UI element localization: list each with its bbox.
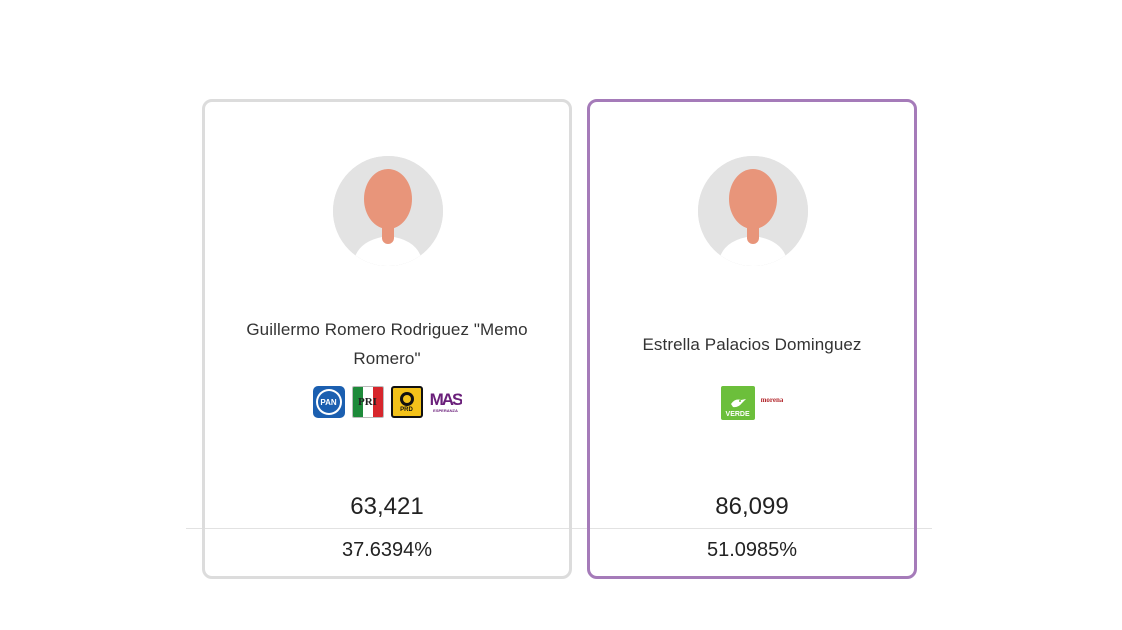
prd-logo-icon: PRD [390,386,423,418]
morena-logo-icon: morena [760,396,784,404]
vote-percentage: 37.6394% [341,539,433,561]
mas-logo-icon: MAS ESPERANZA [429,386,462,418]
pan-logo-icon: PAN [312,386,345,418]
row-divider [186,528,932,529]
vote-count: 63,421 [350,493,424,520]
party-logos: VERDE morena [590,386,914,420]
person-silhouette-icon [698,156,808,266]
verde-logo-icon: VERDE [720,386,755,420]
candidate-card-1[interactable]: Guillermo Romero Rodriguez "Memo Romero"… [202,99,572,579]
vote-count: 86,099 [715,493,789,520]
party-logos: PAN PRI PRD MAS ESPERANZA [205,386,569,418]
pri-logo-icon: PRI [351,386,384,418]
candidate-card-2[interactable]: Estrella Palacios Dominguez VERDE morena… [587,99,917,579]
candidate-name: Guillermo Romero Rodriguez "Memo Romero" [246,320,528,368]
vote-percentage: 51.0985% [706,539,798,561]
person-silhouette-icon [333,156,443,266]
candidate-name: Estrella Palacios Dominguez [642,335,862,354]
